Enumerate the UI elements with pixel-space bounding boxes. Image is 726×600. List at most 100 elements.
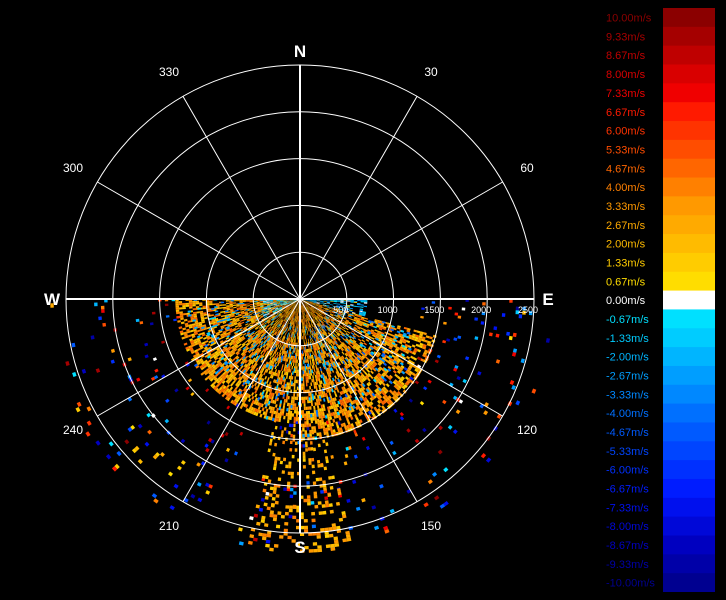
velocity-bin <box>205 361 209 365</box>
velocity-bin <box>247 382 252 387</box>
velocity-bin <box>305 349 307 353</box>
velocity-bin <box>315 364 318 368</box>
velocity-bin <box>319 335 322 339</box>
velocity-bin <box>285 385 288 390</box>
velocity-bin <box>258 365 262 369</box>
velocity-bin <box>209 355 214 360</box>
velocity-bin <box>375 384 379 388</box>
velocity-bin <box>297 305 299 309</box>
velocity-bin <box>354 358 358 362</box>
velocity-bin <box>369 344 374 348</box>
velocity-bin <box>244 404 249 408</box>
velocity-bin <box>362 312 366 315</box>
velocity-bin <box>377 399 381 404</box>
velocity-bin <box>391 342 396 346</box>
velocity-bin <box>294 311 296 315</box>
velocity-bin <box>328 353 331 357</box>
velocity-bin <box>292 303 295 306</box>
velocity-bin <box>346 317 351 320</box>
velocity-bin <box>307 447 311 451</box>
velocity-bin <box>279 314 283 317</box>
velocity-bin <box>229 369 234 373</box>
velocity-bin <box>365 325 369 328</box>
velocity-bin <box>302 301 305 305</box>
velocity-bin <box>302 356 304 360</box>
velocity-bin <box>359 397 364 402</box>
velocity-bin <box>243 359 247 363</box>
velocity-bin <box>296 332 298 336</box>
velocity-bin <box>398 341 403 345</box>
velocity-bin <box>268 388 271 392</box>
velocity-bin <box>315 316 318 320</box>
velocity-bin <box>285 368 288 372</box>
velocity-bin <box>336 306 340 308</box>
velocity-bin <box>258 340 262 345</box>
velocity-bin <box>228 363 233 367</box>
velocity-bin <box>306 376 309 380</box>
velocity-bin <box>356 373 361 377</box>
velocity-bin <box>358 408 363 413</box>
velocity-bin <box>362 345 367 349</box>
velocity-bin <box>313 361 316 365</box>
velocity-bin <box>227 346 231 350</box>
velocity-bin <box>200 359 204 364</box>
velocity-bin <box>211 352 216 356</box>
velocity-bin <box>272 330 276 334</box>
velocity-bin <box>380 401 385 406</box>
velocity-bin <box>312 333 314 338</box>
velocity-bin <box>234 390 238 394</box>
velocity-bin <box>269 340 272 344</box>
velocity-bin <box>367 335 372 339</box>
velocity-bin <box>303 300 307 302</box>
velocity-bin <box>335 309 339 312</box>
velocity-bin <box>267 339 271 343</box>
velocity-bin <box>283 378 286 382</box>
velocity-bin <box>219 368 224 373</box>
velocity-bin <box>363 347 368 351</box>
velocity-bin <box>367 363 372 367</box>
velocity-bin <box>328 352 331 356</box>
velocity-bin <box>277 369 280 374</box>
velocity-bin <box>311 369 314 374</box>
velocity-bin <box>255 359 259 364</box>
velocity-bin <box>199 302 203 305</box>
velocity-bin <box>232 376 237 381</box>
velocity-bin <box>313 313 317 317</box>
velocity-bin <box>282 385 285 389</box>
velocity-bin <box>303 308 305 312</box>
velocity-bin <box>348 379 352 383</box>
velocity-bin <box>402 340 407 344</box>
velocity-bin <box>302 332 304 336</box>
velocity-bin <box>308 309 311 313</box>
velocity-bin <box>313 344 315 348</box>
velocity-bin <box>306 306 309 310</box>
velocity-bin <box>245 369 249 373</box>
velocity-bin <box>302 352 304 357</box>
velocity-bin <box>263 348 267 353</box>
velocity-bin <box>251 392 255 396</box>
velocity-bin <box>366 323 370 326</box>
velocity-bin <box>308 370 311 374</box>
velocity-bin <box>304 304 307 307</box>
velocity-bin <box>256 352 260 356</box>
velocity-bin <box>409 363 414 367</box>
velocity-bin <box>402 356 407 360</box>
velocity-bin <box>235 340 240 344</box>
velocity-bin <box>316 418 320 423</box>
velocity-bin <box>321 325 325 329</box>
velocity-bin <box>396 396 401 401</box>
velocity-bin <box>353 344 357 348</box>
velocity-bin <box>250 406 254 411</box>
velocity-bin <box>391 396 396 400</box>
velocity-bin <box>271 410 275 414</box>
velocity-bin <box>290 314 293 318</box>
velocity-bin <box>364 400 368 405</box>
velocity-bin <box>290 338 293 342</box>
velocity-bin <box>338 313 342 316</box>
velocity-bin <box>305 303 308 306</box>
velocity-bin <box>280 309 283 312</box>
velocity-bin <box>255 332 259 336</box>
velocity-bin <box>400 337 404 341</box>
velocity-bin <box>304 303 307 307</box>
velocity-bin <box>395 354 400 358</box>
